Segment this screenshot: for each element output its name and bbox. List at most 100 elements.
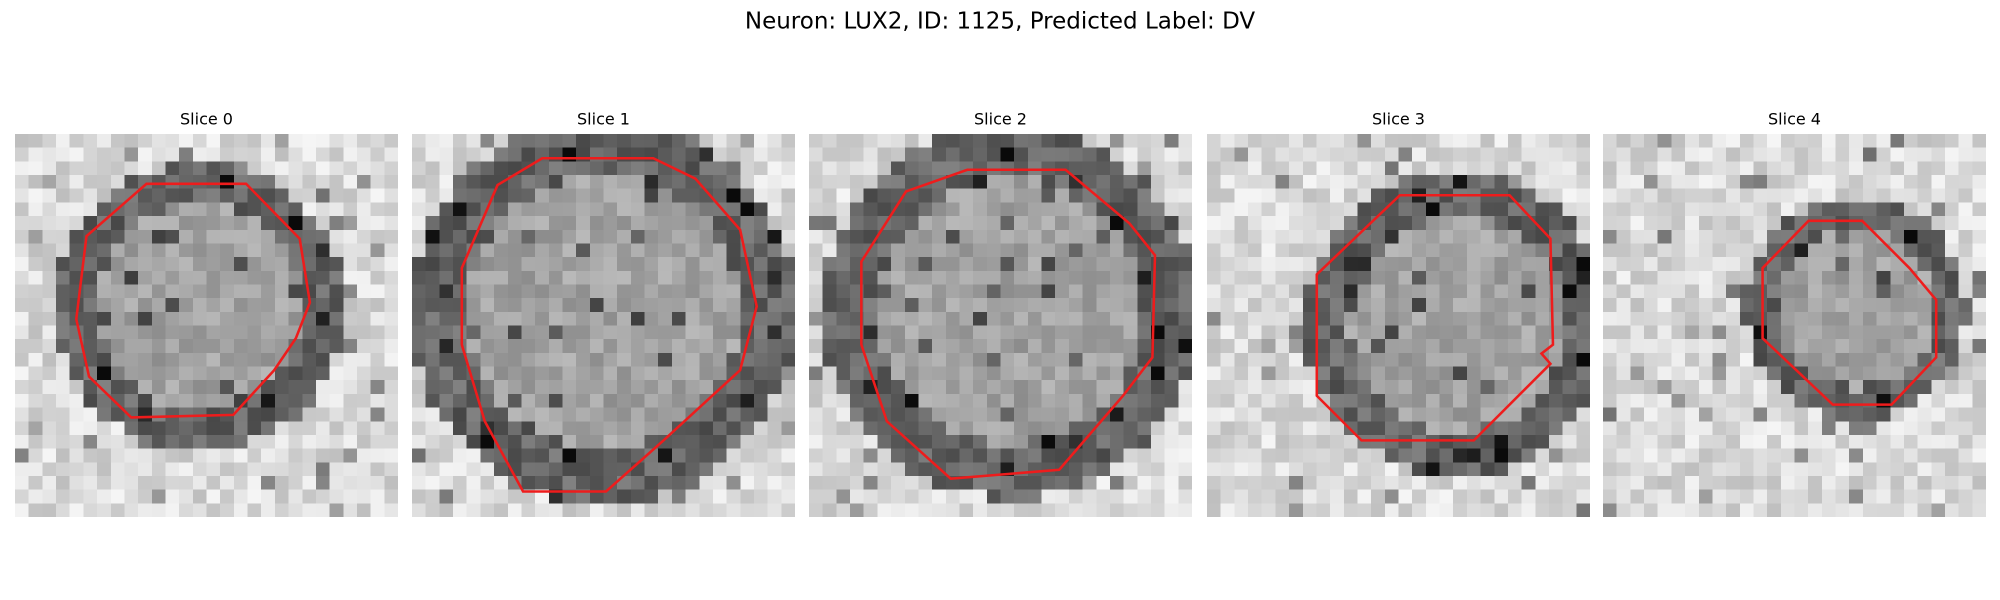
pixel bbox=[1671, 134, 1686, 149]
pixel bbox=[480, 134, 495, 149]
pixel bbox=[1780, 407, 1795, 422]
pixel bbox=[959, 202, 974, 217]
pixel bbox=[877, 434, 892, 449]
pixel bbox=[1890, 325, 1905, 340]
pixel bbox=[1808, 475, 1823, 491]
pixel bbox=[1000, 380, 1015, 395]
pixel bbox=[1000, 134, 1015, 149]
pixel bbox=[233, 216, 248, 231]
pixel bbox=[1055, 229, 1070, 244]
pixel bbox=[1302, 421, 1317, 436]
pixel bbox=[1794, 462, 1809, 477]
pixel bbox=[1178, 475, 1192, 491]
pixel bbox=[1698, 366, 1713, 381]
pixel bbox=[356, 175, 372, 190]
pixel bbox=[1248, 421, 1263, 436]
pixel bbox=[1357, 325, 1372, 340]
pixel bbox=[370, 503, 385, 517]
pixel bbox=[124, 134, 139, 149]
pixel bbox=[192, 243, 207, 258]
pixel bbox=[1794, 298, 1809, 313]
pixel bbox=[617, 352, 632, 367]
pixel bbox=[494, 380, 509, 395]
pixel bbox=[1207, 475, 1222, 491]
pixel bbox=[179, 475, 194, 491]
pixel bbox=[356, 298, 372, 313]
pixel bbox=[726, 134, 741, 149]
pixel bbox=[589, 366, 604, 381]
pixel bbox=[644, 298, 659, 313]
pixel bbox=[658, 243, 673, 258]
pixel bbox=[356, 380, 372, 395]
pixel bbox=[1876, 270, 1891, 285]
pixel bbox=[97, 325, 112, 340]
pixel bbox=[42, 366, 57, 381]
pixel bbox=[179, 188, 194, 203]
pixel bbox=[1657, 475, 1672, 491]
pixel bbox=[1753, 325, 1768, 340]
pixel bbox=[959, 366, 974, 381]
pixel bbox=[959, 188, 974, 203]
pixel bbox=[315, 448, 330, 463]
pixel bbox=[1698, 339, 1713, 354]
pixel bbox=[97, 393, 112, 408]
pixel bbox=[1041, 202, 1056, 217]
pixel bbox=[1082, 352, 1097, 367]
pixel bbox=[1466, 298, 1481, 313]
pixel bbox=[863, 393, 878, 408]
pixel bbox=[356, 503, 372, 517]
pixel bbox=[630, 407, 645, 422]
pixel bbox=[1644, 475, 1659, 491]
pixel bbox=[1466, 270, 1481, 285]
pixel bbox=[1562, 339, 1577, 354]
pixel bbox=[42, 216, 57, 231]
pixel bbox=[1931, 421, 1946, 436]
pixel bbox=[521, 380, 536, 395]
pixel bbox=[521, 229, 536, 244]
pixel bbox=[1123, 134, 1138, 149]
pixel bbox=[1767, 161, 1782, 176]
pixel bbox=[1109, 503, 1124, 517]
pixel bbox=[1862, 462, 1877, 477]
pixel bbox=[1548, 134, 1564, 149]
pixel bbox=[1958, 421, 1973, 436]
pixel bbox=[1835, 434, 1850, 449]
pixel bbox=[1343, 380, 1358, 395]
pixel bbox=[1685, 188, 1700, 203]
pixel bbox=[1644, 202, 1659, 217]
pixel bbox=[494, 298, 509, 313]
pixel bbox=[1698, 421, 1713, 436]
pixel bbox=[1821, 147, 1836, 162]
pixel bbox=[261, 216, 276, 231]
pixel bbox=[589, 352, 604, 367]
pixel bbox=[740, 503, 755, 517]
pixel bbox=[1972, 134, 1986, 149]
pixel bbox=[932, 161, 947, 176]
pixel bbox=[1357, 229, 1372, 244]
pixel bbox=[138, 257, 153, 272]
pixel bbox=[1137, 284, 1152, 299]
pixel bbox=[356, 243, 372, 258]
pixel bbox=[562, 366, 577, 381]
pixel bbox=[1849, 298, 1864, 313]
pixel bbox=[1316, 229, 1331, 244]
pixel bbox=[726, 352, 741, 367]
pixel bbox=[192, 393, 207, 408]
pixel bbox=[1248, 380, 1263, 395]
pixel bbox=[1685, 380, 1700, 395]
pixel bbox=[1289, 270, 1304, 285]
pixel bbox=[28, 325, 43, 340]
pixel bbox=[1849, 366, 1864, 381]
pixel bbox=[973, 202, 988, 217]
pixel bbox=[110, 161, 125, 176]
pixel bbox=[220, 134, 235, 149]
panel-title: Slice 1 bbox=[577, 110, 630, 129]
pixel bbox=[1014, 229, 1029, 244]
pixel bbox=[1535, 188, 1550, 203]
pixel bbox=[1398, 503, 1413, 517]
pixel bbox=[576, 311, 591, 326]
pixel bbox=[521, 188, 536, 203]
pixel bbox=[69, 462, 84, 477]
pixel bbox=[671, 489, 686, 504]
pixel bbox=[1521, 311, 1536, 326]
